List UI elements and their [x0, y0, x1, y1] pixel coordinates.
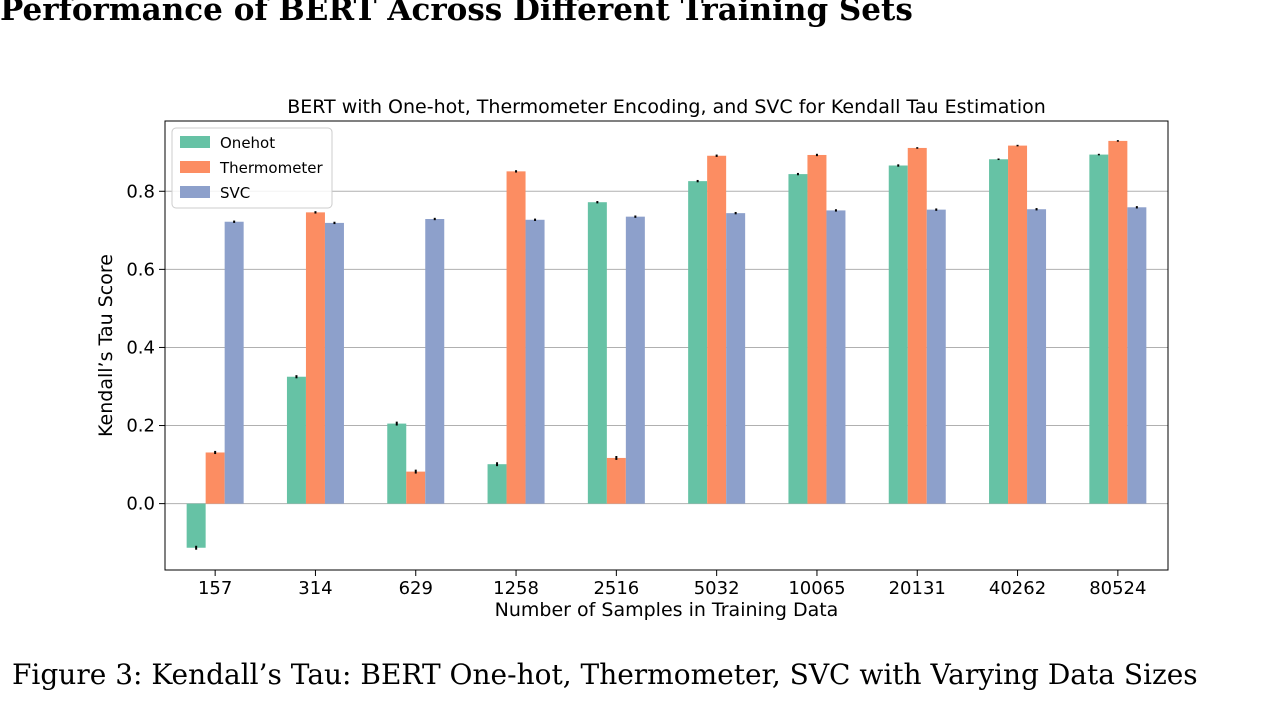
x-tick-label: 1258 — [493, 578, 539, 599]
bar-svc — [1027, 209, 1047, 504]
bar-onehot — [788, 174, 808, 504]
figure-caption: Figure 3: Kendall’s Tau: BERT One-hot, T… — [12, 658, 1198, 691]
x-axis-ticks: 157 314 629 1258 2516 5032 10065 20131 40262 8052… — [198, 570, 1146, 599]
bar-thermometer — [1008, 145, 1028, 504]
legend-box — [171, 127, 333, 209]
bar-onehot — [186, 503, 206, 548]
bar-thermometer — [707, 155, 727, 504]
bar-thermometer — [406, 471, 426, 504]
page-heading: Performance of BERT Across Different Tra… — [0, 0, 913, 28]
bars — [186, 140, 1147, 548]
bar-thermometer — [305, 212, 325, 504]
x-tick-label: 2516 — [593, 578, 639, 599]
error-bars — [195, 140, 1138, 550]
bar-onehot — [888, 165, 908, 504]
bar-svc — [324, 222, 344, 504]
legend-swatch — [180, 161, 210, 173]
bar-thermometer — [907, 147, 927, 504]
y-tick-label: 0.4 — [126, 337, 155, 358]
x-tick-label: 157 — [198, 578, 232, 599]
bar-thermometer — [606, 457, 626, 504]
legend-label: SVC — [220, 184, 250, 202]
bar-onehot — [286, 376, 306, 504]
x-tick-label: 20131 — [889, 578, 946, 599]
x-tick-label: 629 — [399, 578, 433, 599]
bar-svc — [1127, 207, 1147, 504]
x-tick-label: 80524 — [1089, 578, 1146, 599]
y-axis-label: Kendall’s Tau Score — [95, 254, 117, 437]
x-tick-label: 40262 — [989, 578, 1046, 599]
y-tick-label: 0.6 — [126, 259, 155, 280]
bar-svc — [224, 221, 244, 504]
bar-thermometer — [506, 171, 526, 504]
bar-thermometer — [807, 154, 827, 504]
bar-svc — [425, 218, 445, 504]
y-axis-ticks: 0.0 0.2 0.4 0.6 0.8 — [126, 181, 165, 515]
plot-frame — [164, 120, 1169, 571]
legend-swatch — [180, 186, 210, 198]
bar-onehot — [387, 423, 407, 504]
y-tick-label: 0.0 — [126, 494, 155, 515]
bar-svc — [826, 210, 846, 504]
bar-thermometer — [205, 452, 225, 504]
x-tick-label: 314 — [298, 578, 332, 599]
bar-onehot — [688, 181, 708, 504]
bar-svc — [625, 216, 645, 504]
bar-onehot — [989, 159, 1009, 504]
bar-chart: 0.0 0.2 0.4 0.6 0.8 157 314 629 1258 2516 5032 100… — [95, 96, 1169, 621]
y-tick-label: 0.2 — [126, 416, 155, 437]
bar-thermometer — [1108, 140, 1128, 504]
x-axis-label: Number of Samples in Training Data — [495, 599, 839, 621]
bar-onehot — [587, 202, 607, 504]
bar-svc — [926, 209, 946, 504]
legend-label: Onehot — [220, 134, 275, 152]
y-tick-label: 0.8 — [126, 181, 155, 202]
x-tick-label: 5032 — [694, 578, 740, 599]
bar-svc — [525, 219, 545, 504]
bar-svc — [726, 213, 746, 504]
legend-label: Thermometer — [219, 159, 324, 177]
legend: Onehot Thermometer SVC — [171, 127, 333, 209]
legend-swatch — [180, 136, 210, 148]
chart-title: BERT with One-hot, Thermometer Encoding,… — [287, 96, 1046, 118]
bar-onehot — [1089, 154, 1109, 504]
x-tick-label: 10065 — [788, 578, 845, 599]
bar-onehot — [487, 464, 507, 504]
